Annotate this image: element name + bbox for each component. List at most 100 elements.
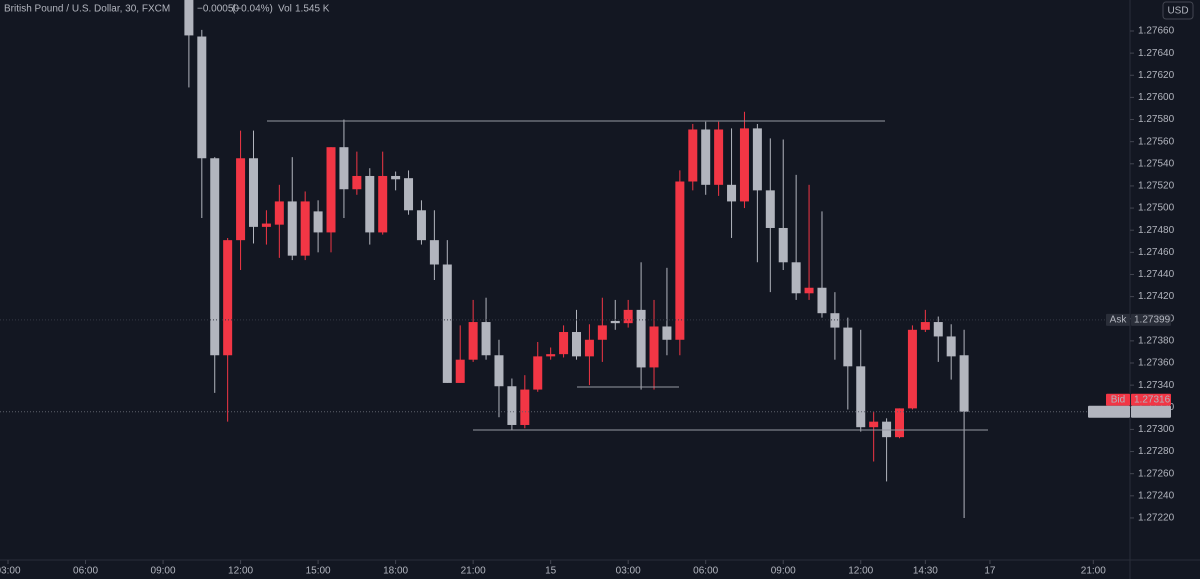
candle-body	[468, 322, 478, 360]
candle-body	[727, 184, 737, 202]
candle-body	[882, 421, 892, 438]
x-tick-label: 06:00	[693, 566, 718, 577]
x-tick-label: 12:00	[848, 566, 873, 577]
candle-body	[287, 201, 297, 256]
candle-body	[752, 128, 762, 191]
price-tag-name-bg	[1088, 405, 1130, 418]
candle-body	[429, 240, 439, 265]
x-tick-label: 09:00	[771, 566, 796, 577]
candle-body	[895, 408, 905, 438]
price-tag-value: 1.27399	[1134, 314, 1171, 325]
x-tick-label: 17	[984, 566, 996, 577]
change-percent: (−0.04%)	[232, 4, 273, 15]
candle-body	[236, 158, 246, 241]
y-tick-label: 1.27640	[1138, 48, 1175, 59]
candle-body	[261, 223, 271, 227]
y-tick-label: 1.27220	[1138, 513, 1175, 524]
candle-body	[933, 322, 943, 337]
candle-body	[326, 147, 336, 233]
candle-body	[248, 158, 258, 227]
y-tick-label: 1.27620	[1138, 70, 1175, 81]
candle-body	[856, 366, 866, 428]
candle-body	[597, 325, 607, 340]
x-tick-label: 12:00	[228, 566, 253, 577]
y-tick-label: 1.27540	[1138, 158, 1175, 169]
x-tick-label: 21:00	[461, 566, 486, 577]
volume: 1.545 K	[295, 4, 330, 15]
y-tick-label: 1.27300	[1138, 424, 1175, 435]
x-tick-label: 15	[545, 566, 557, 577]
change: −0.00050	[197, 4, 239, 15]
candle-body	[404, 178, 414, 211]
candle-body	[662, 326, 672, 340]
x-tick-label: 03:00	[0, 566, 21, 577]
candle-body	[546, 354, 556, 357]
candle-body	[455, 359, 465, 383]
candle-body	[507, 386, 517, 425]
candle-body	[920, 322, 930, 330]
y-tick-label: 1.27500	[1138, 203, 1175, 214]
candle-body	[843, 327, 853, 367]
candle-body	[688, 129, 698, 182]
y-tick-label: 1.27360	[1138, 358, 1175, 369]
candle-body	[778, 227, 788, 263]
y-tick-label: 1.27660	[1138, 26, 1175, 37]
price-tag-name-bg	[1106, 313, 1130, 326]
volume-label: Vol	[278, 4, 292, 15]
candle-body	[610, 320, 620, 324]
candle-body	[675, 181, 685, 340]
candle-body	[623, 309, 633, 324]
y-tick-label: 1.27280	[1138, 446, 1175, 457]
candle-body	[701, 129, 711, 185]
candle-body	[416, 210, 426, 241]
candle-body	[571, 332, 581, 357]
candle-body	[584, 339, 594, 357]
candle-body	[830, 313, 840, 328]
legend: British Pound / U.S. Dollar, 30, FXCM −0…	[4, 4, 330, 15]
y-tick-label: 1.27380	[1138, 336, 1175, 347]
candle-body	[378, 175, 388, 233]
candle-body	[494, 355, 504, 387]
candle-body	[946, 336, 956, 357]
candle-body	[765, 190, 775, 228]
price-tag-bg	[1131, 393, 1171, 406]
candle-body	[391, 175, 401, 180]
y-tick-label: 1.27480	[1138, 225, 1175, 236]
candle-body	[352, 175, 362, 190]
candle-body	[804, 287, 814, 294]
price-tag-bg	[1131, 313, 1171, 326]
price-tag-value: 1.27316	[1134, 394, 1171, 405]
y-tick-label: 1.27440	[1138, 269, 1175, 280]
y-tick-label: 1.27240	[1138, 490, 1175, 501]
y-tick-label: 1.27260	[1138, 468, 1175, 479]
candle-body	[197, 36, 207, 159]
currency-button[interactable]	[1162, 1, 1194, 20]
drawings	[267, 120, 988, 431]
candle-body	[210, 158, 220, 356]
candle-body	[559, 332, 569, 355]
price-tag-name: Bid	[1111, 394, 1125, 405]
candle-body	[649, 326, 659, 368]
y-tick-label: 1.27560	[1138, 136, 1175, 147]
y-tick-label: 1.27580	[1138, 114, 1175, 125]
price-tag-value: 1.27316	[1134, 406, 1171, 417]
x-tick-label: 03:00	[616, 566, 641, 577]
candle-body	[533, 356, 543, 390]
candle-body	[339, 147, 349, 190]
candle-body	[791, 262, 801, 294]
x-tick-label: 15:00	[306, 566, 331, 577]
y-tick-label: 1.27340	[1138, 380, 1175, 391]
currency-label[interactable]: USD	[1167, 6, 1188, 17]
x-tick-label: 14:30	[913, 566, 938, 577]
x-tick-label: 18:00	[383, 566, 408, 577]
price-tag-name: Ask	[1110, 314, 1128, 325]
y-tick-label: 1.27600	[1138, 92, 1175, 103]
price-tag-name: GBPUSD	[1088, 406, 1130, 417]
symbol-title: British Pound / U.S. Dollar, 30, FXCM	[4, 4, 170, 15]
candle-body	[300, 201, 310, 256]
candle-body	[714, 129, 724, 185]
candle-body	[817, 287, 827, 314]
candle-body	[481, 322, 491, 356]
